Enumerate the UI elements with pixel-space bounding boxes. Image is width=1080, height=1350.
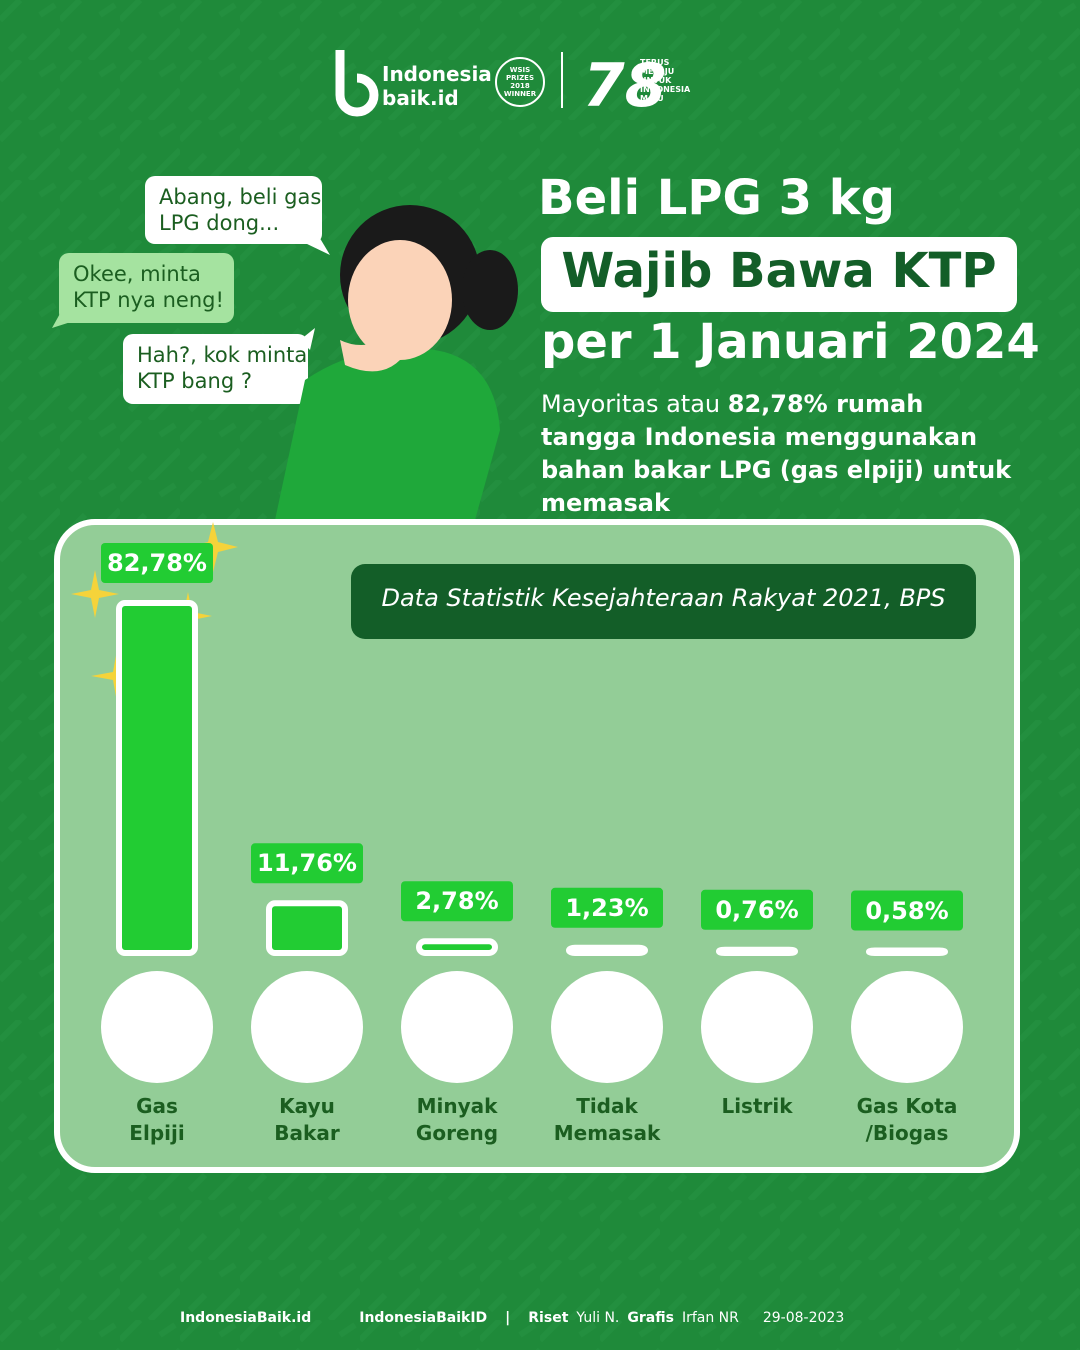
category-icon (851, 971, 963, 1083)
category-icon (101, 971, 213, 1083)
subtitle: Mayoritas atau 82,78% rumah tangga Indon… (541, 388, 1021, 520)
separator: | (505, 1310, 511, 1326)
logo-text: baik.id (382, 86, 459, 110)
category-label: Gas Kota /Biogas (856, 1094, 958, 1145)
badge-text: WSIS PRIZES 2018 WINNER (503, 66, 537, 98)
bar (116, 600, 198, 956)
bar (866, 947, 948, 957)
bar (266, 900, 348, 956)
social: IndonesiaBaikID (359, 1310, 488, 1326)
category-label: Tidak Memasak (553, 1094, 661, 1145)
value-pill (401, 881, 513, 922)
value-label: 0,76% (715, 895, 799, 924)
value-label: 11,76% (257, 849, 357, 878)
footer: IndonesiaBaik.id IndonesiaBaikID | Riset… (180, 1310, 844, 1326)
title-line: Beli LPG 3 kg (538, 170, 896, 226)
bubble-tail (300, 328, 315, 350)
logo-text: Indonesia (382, 62, 492, 86)
value-label: 2,78% (415, 887, 499, 916)
bar (716, 946, 798, 957)
bubble-text: Hah?, kok minta KTP bang ? (137, 343, 308, 393)
anniversary-mark: 78 (583, 51, 667, 121)
category-icon (551, 971, 663, 1083)
source: Data Statistik Kesejahteraan Rakyat 2021… (381, 584, 946, 612)
bubble-text: Abang, beli gas LPG dong... (159, 185, 322, 235)
value-pill (251, 843, 363, 884)
anniversary-text: TERUS MELAJU UNTUK INDONESIA MAJU (640, 58, 691, 103)
value-pill (101, 543, 213, 583)
credit-label: Riset (528, 1310, 569, 1326)
value-pill (851, 890, 963, 931)
source-box (351, 564, 976, 639)
title-line: Wajib Bawa KTP (561, 243, 997, 299)
bubble-tail (305, 230, 330, 255)
credit: Irfan NR (681, 1310, 739, 1326)
subtitle-bold: 82,78% rumah tangga Indonesia menggunaka… (541, 390, 1012, 517)
category-icon (701, 971, 813, 1083)
value-pill (701, 889, 813, 930)
value-pill (551, 887, 663, 928)
logo-mark (335, 50, 379, 117)
category-label: Minyak Goreng (415, 1094, 499, 1145)
value-label: 82,78% (107, 549, 207, 577)
bubble (59, 253, 234, 323)
bubble (123, 334, 308, 404)
bubble-tail (52, 310, 77, 328)
category-label: Gas Elpiji (129, 1094, 185, 1145)
category-label: Listrik (721, 1094, 793, 1118)
bar (416, 938, 498, 957)
date: 29-08-2023 (762, 1310, 845, 1326)
value-label: 1,23% (565, 893, 649, 922)
category-icon (251, 971, 363, 1083)
category-label: Kayu Bakar (274, 1094, 340, 1145)
title-line: per 1 Januari 2024 (541, 314, 1040, 370)
value-label: 0,58% (865, 896, 949, 925)
title-box (541, 237, 1017, 312)
bar (566, 944, 648, 956)
credit: Yuli N. (576, 1310, 620, 1326)
bubble (145, 176, 322, 244)
credit-label: Grafis (627, 1310, 674, 1326)
category-icon (401, 971, 513, 1083)
badge-icon (495, 57, 545, 107)
subtitle-plain: Mayoritas atau (541, 390, 728, 418)
character (275, 205, 518, 520)
bubble-text: Okee, minta KTP nya neng! (73, 262, 224, 312)
social: IndonesiaBaik.id (180, 1310, 312, 1326)
